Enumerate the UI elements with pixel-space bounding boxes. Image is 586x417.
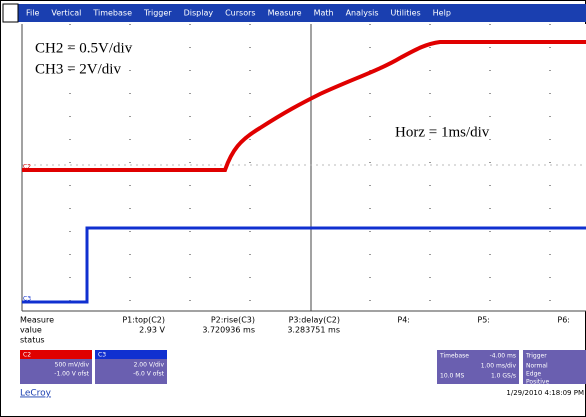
menu-item[interactable]: Display [184,9,214,18]
box [523,350,586,384]
timebase-title: Timebase [439,353,469,360]
trace-label: C3 [23,296,31,303]
timebase-line: 1.00 ms/div [481,363,517,370]
param-name: P1:top(C2) [122,316,165,325]
menu-item[interactable]: Measure [268,9,302,18]
measure-params: P1:top(C2)2.93 V P2:rise(C3)3.720936 ms P3… [122,316,570,335]
channel-box[interactable]: C2 500 mV/div -1.00 V ofst [20,350,92,384]
menu: File Vertical Timebase Trigger Display Cursor… [26,9,451,18]
corner [2,3,19,23]
channel-line: 500 mV/div [55,362,90,369]
trace-c2 [22,40,586,172]
box-header [95,350,167,359]
brand: LeCroy [20,389,52,399]
trigger-title: Trigger [525,353,547,360]
measure-header: Measure [20,316,54,325]
menu-bar [18,4,586,22]
param-value: 3.283751 ms [287,326,340,335]
annotation: CH2 = 0.5V/div [35,40,133,56]
box-header [20,350,92,359]
channel-line: 2.00 V/div [134,362,165,369]
param-name: P3:delay(C2) [289,316,340,325]
timebase-value: -4.00 ms [490,353,516,360]
plot-area [22,24,586,311]
timebase-line: 1.0 GS/s [491,373,516,380]
trace-c3 [22,226,586,304]
menu-item[interactable]: File [26,9,39,18]
menu-item[interactable]: Timebase [92,9,132,18]
menu-item[interactable]: Utilities [391,9,421,18]
measure-header: status [20,336,45,345]
timebase-line: 10.0 MS [440,373,464,380]
trigger-line: Positive [526,379,549,386]
param-name: P6: [557,316,570,325]
box [437,350,519,384]
channel-line: -6.0 V ofst [133,371,165,378]
menu-item[interactable]: Cursors [225,9,255,18]
timebase-box[interactable]: Timebase -4.00 ms 1.00 ms/div 10.0 MS 1.… [437,350,519,384]
timestamp: 1/29/2010 4:18:09 PM [506,389,584,397]
param-value: 3.720936 ms [202,326,255,335]
trace-label: C2 [23,164,31,171]
channel-line: -1.00 V ofst [54,371,89,378]
menu-item[interactable]: Trigger [143,9,172,18]
annotation: Horz = 1ms/div [395,124,490,140]
menu-item[interactable]: Analysis [346,9,379,18]
trigger-box[interactable]: Trigger Normal Edge Positive [523,350,586,386]
trigger-line: Edge [526,371,541,378]
menu-item[interactable]: Math [314,9,334,18]
annotation: CH3 = 2V/div [35,61,121,77]
menu-item[interactable]: Help [433,9,451,18]
measure-header: value [20,326,42,335]
param-name: P4: [397,316,410,325]
trigger-line: Normal [526,363,548,370]
param-value: 2.93 V [139,326,165,335]
menu-item[interactable]: Vertical [51,9,81,18]
channel-boxes: C2 500 mV/div -1.00 V ofst C3 2.00 V/div -6.0… [20,350,167,384]
channel-label: C3 [98,352,106,359]
channel-box[interactable]: C3 2.00 V/div -6.0 V ofst [95,350,167,384]
param-name: P5: [477,316,490,325]
param-name: P2:rise(C3) [211,316,255,325]
channel-label: C2 [23,352,31,359]
